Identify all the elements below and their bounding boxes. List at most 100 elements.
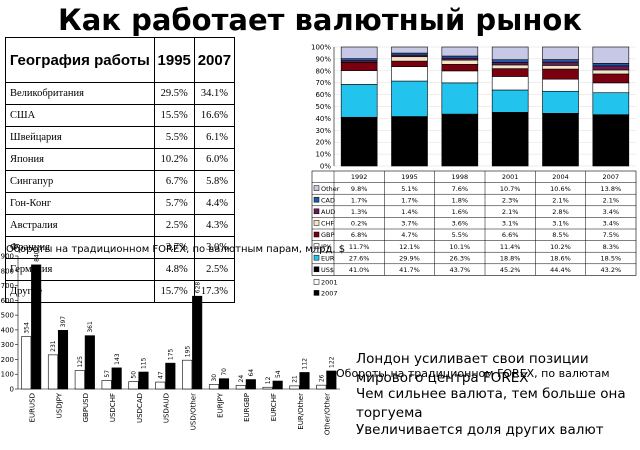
bar-2007 [245,379,256,390]
bar-2001 [47,354,59,390]
data-table-value: 10.2% [550,243,571,251]
bar-value-label: 21 [292,375,299,383]
bar-value-label: 54 [275,370,282,378]
data-table-value: 2.1% [502,208,519,216]
table-row: Гон-Конг 5.7% 4.4% [5,192,236,215]
data-table-value: 18.5% [601,254,622,262]
y-tick-label: 600 [1,297,14,305]
column-header-2007: 2007 [193,37,236,83]
y-tick-label: 400 [1,326,14,334]
value-2007-cell: 17.3% [193,280,236,303]
x-category-label: USD/Other [189,393,197,430]
data-table-value: 6.6% [502,231,519,239]
y-tick-label: 200 [1,356,14,364]
data-table-value: 5.1% [401,185,418,193]
stacked-segment [340,116,378,167]
y-tick-label: 10% [315,151,331,159]
legend-series-name: 2007 [321,289,338,297]
data-table-value: 44.4% [550,266,571,274]
data-table-value: 10.7% [500,185,521,193]
data-table-value: 8.5% [552,231,569,239]
stacked-segment [340,46,378,59]
bar-value-label: 47 [158,371,165,379]
bar-2001 [21,336,32,390]
bar-2007 [218,378,230,390]
legend-swatch [313,266,320,273]
data-table-value: 41.7% [399,266,420,274]
bar-2001 [182,359,193,390]
data-table-value: 18.8% [500,254,521,262]
data-table-value: 29.9% [399,254,420,262]
y-tick-label: 500 [1,312,14,320]
data-table-value: 5.5% [452,231,469,239]
bullet-strong-currency: Чем сильнее валюта, тем больше она торгу… [356,386,626,421]
stacked-segment [441,82,479,115]
data-table-value: 26.3% [450,254,471,262]
bar-value-label: 122 [329,356,336,368]
bar-2007 [138,371,149,390]
data-table-value: 45.2% [500,266,521,274]
bar-2001 [316,384,327,390]
bar-value-label: 57 [104,370,111,378]
bar-value-label: 115 [141,357,148,369]
x-category-label: EURGBP [243,393,251,422]
stacked-segment [592,114,630,167]
bullet-london: Лондон усиливает свои позиции мирового ц… [356,351,589,386]
stacked-segment [491,46,529,61]
stacked-segment [391,80,428,117]
bar-2007 [84,335,95,390]
data-table-value: 1.8% [452,196,469,204]
x-category-label: EURUSD [28,393,36,422]
bar-value-label: 64 [248,369,255,377]
y-tick-label: 0% [320,163,331,171]
x-category-label: USDCAD [136,393,144,423]
data-table-value: 11.4% [500,243,521,251]
x-category-label: 2001 [502,173,519,181]
data-table-value: 2.3% [502,196,519,204]
data-table-value: 1.3% [351,208,368,216]
legend-series-name: GBP [321,231,334,239]
legend-series-name: AUD [321,208,335,216]
x-category-label: 2007 [603,173,620,181]
y-tick-label: 0 [10,386,14,394]
x-category-label: 1992 [351,173,368,181]
bar-2007 [272,380,283,390]
bar-value-label: 195 [184,346,191,358]
data-table-value: 2.8% [552,208,569,216]
y-tick-label: 30% [315,127,331,135]
column-header-1995: 1995 [153,37,195,83]
data-table-value: 10.1% [450,243,471,251]
data-table-value: 2.1% [603,196,620,204]
y-tick-label: 800 [1,267,14,275]
stacked-segment [491,112,529,167]
bar-value-label: 143 [114,353,121,365]
bar-2001 [289,385,300,390]
x-category-label: USDJPY [55,392,63,418]
legend-series-name: CAD [321,196,335,204]
y-tick-label: 700 [1,282,14,290]
bar-value-label: 397 [60,316,67,328]
bar-value-label: 26 [319,374,326,382]
legend-series-name: Other [321,185,340,193]
y-tick-label: 900 [1,253,14,261]
bar-2001 [128,381,139,390]
legend-swatch [313,243,320,249]
bar-value-label: 354 [23,322,30,334]
bar-2007 [57,330,69,390]
x-category-label: 1998 [452,173,469,181]
data-table-value: 18.6% [550,254,571,262]
y-tick-label: 20% [315,139,331,147]
y-tick-label: 50% [315,103,331,111]
legend-series-name: US$ [321,266,334,274]
stacked-segment [441,113,479,167]
data-table-value: 4.7% [401,231,418,239]
y-tick-label: 40% [315,115,331,123]
stacked-segment [391,116,428,167]
table-row: Другие 15.7% 17.3% [5,280,236,303]
data-table-value: 2.1% [552,196,569,204]
y-tick-label: 70% [315,79,331,87]
table-row: Швейцария 5.5% 6.1% [5,126,236,149]
stacked-segment [542,113,579,167]
bar-2001 [235,385,246,390]
